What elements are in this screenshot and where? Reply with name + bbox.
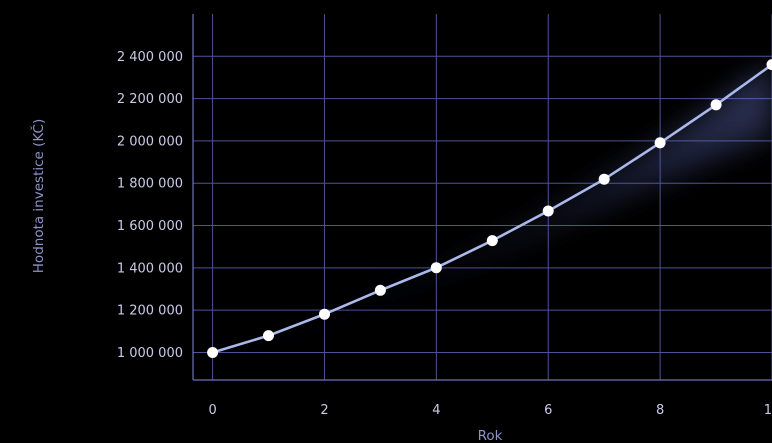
- x-tick-label: 6: [544, 403, 552, 418]
- y-tick-label: 1 600 000: [117, 219, 183, 234]
- data-point: [430, 262, 442, 274]
- data-point: [374, 284, 386, 296]
- y-tick-label: 1 800 000: [117, 177, 183, 192]
- data-point: [486, 235, 498, 247]
- data-point: [598, 173, 610, 185]
- y-tick-label: 2 200 000: [117, 92, 183, 107]
- y-tick-label: 2 400 000: [117, 50, 183, 65]
- data-point: [542, 205, 554, 217]
- series-glow: [212, 64, 772, 375]
- data-point: [207, 347, 219, 358]
- x-tick-label: 0: [208, 403, 216, 418]
- y-tick-label: 1 000 000: [117, 346, 183, 361]
- axes: [192, 14, 772, 381]
- data-point: [654, 137, 666, 149]
- labels: Rok Hodnota investice (KČ) 0 2 4 6 8 10 1 000 …: [29, 50, 772, 443]
- x-axis-title: Rok: [478, 428, 503, 443]
- grid: [193, 14, 772, 380]
- data-point: [263, 330, 274, 342]
- x-tick-label: 4: [432, 403, 440, 418]
- series: [207, 59, 772, 358]
- y-tick-label: 2 000 000: [117, 134, 183, 149]
- series-line: [211, 63, 772, 354]
- data-point: [710, 99, 722, 111]
- x-tick-label: 8: [656, 403, 664, 418]
- y-tick-label: 1 400 000: [117, 261, 183, 276]
- y-tick-label: 1 200 000: [117, 304, 183, 319]
- line-glow: [212, 64, 772, 375]
- data-point: [319, 308, 330, 320]
- data-point: [766, 59, 772, 71]
- x-tick-label: 10: [764, 403, 772, 418]
- x-tick-label: 2: [320, 403, 328, 418]
- y-axis-title: Hodnota investice (KČ): [29, 119, 47, 273]
